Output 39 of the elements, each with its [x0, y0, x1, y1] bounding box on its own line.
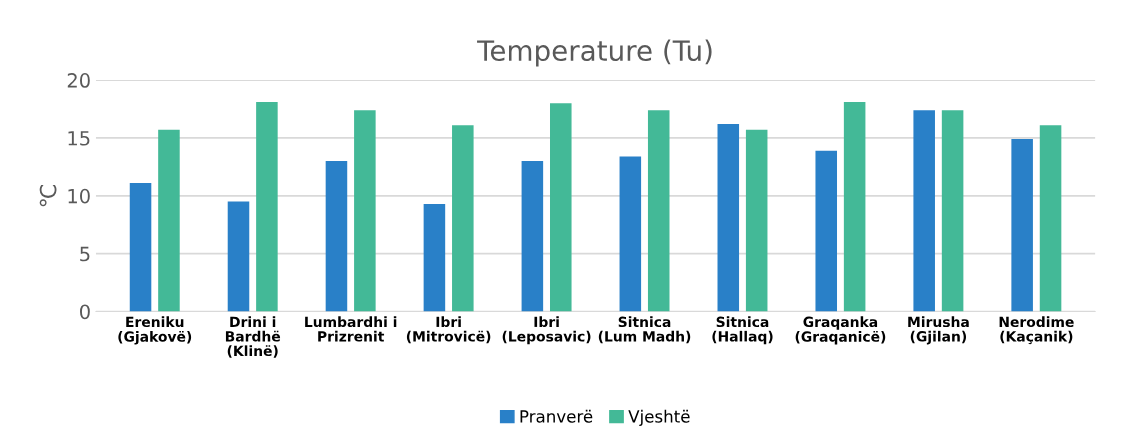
x-tick-label: Ereniku (Gjakovë): [118, 316, 192, 345]
bar: [452, 125, 474, 312]
chart-title: Temperature (Tu): [477, 39, 712, 67]
bar: [815, 150, 838, 312]
x-tick-label: Graqanka (Graqanicë): [795, 316, 886, 345]
y-tick-label: 10: [68, 188, 90, 204]
legend-label: Pranverë: [520, 409, 593, 423]
bar: [913, 110, 935, 312]
bar: [158, 129, 180, 312]
y-tick-label: 20: [67, 73, 90, 88]
x-tick-label: Ibri (Mitrovicë): [406, 316, 491, 344]
y-tick-label: 15: [68, 131, 90, 146]
bar: [325, 161, 348, 312]
bar: [354, 110, 376, 312]
bar: [941, 110, 964, 312]
x-tick-label: Lumbardhi i Prizrenit: [305, 316, 397, 342]
legend-label: Vjeshtë: [628, 409, 690, 426]
bar: [647, 110, 670, 312]
x-tick-label: Drini i Bardhë (Klinë): [225, 316, 281, 358]
bar: [521, 161, 544, 312]
x-tick-label: Ibri (Leposavic): [502, 316, 591, 345]
bar: [745, 129, 768, 312]
bar: [227, 201, 250, 312]
bar: [1039, 125, 1062, 312]
bar: [550, 103, 572, 312]
bar: [423, 203, 446, 312]
x-tick-label: Mirusha (Gjilan): [908, 316, 969, 345]
bar: [129, 183, 152, 312]
y-tick-label: 5: [80, 246, 90, 262]
bar: [1011, 139, 1033, 312]
x-tick-label: Sitnica (Hallaq): [712, 316, 773, 345]
bar: [717, 124, 740, 312]
bar: [843, 102, 866, 312]
y-tick-label: 0: [80, 304, 90, 320]
x-tick-label: Nerodime (Kaçanik): [999, 316, 1074, 345]
x-tick-label: Sitnica (Lum Madh): [598, 316, 691, 344]
bar: [256, 102, 278, 312]
y-axis-title: ℃: [39, 184, 57, 207]
bar: [619, 156, 642, 312]
